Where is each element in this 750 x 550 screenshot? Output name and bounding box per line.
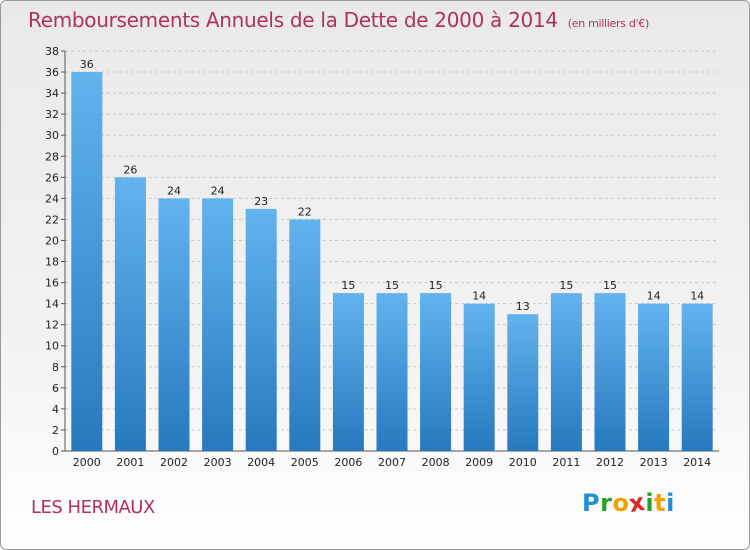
bar-2008 — [420, 293, 452, 451]
data-label: 14 — [472, 290, 486, 303]
data-label: 24 — [167, 184, 181, 197]
y-tick-label: 34 — [45, 87, 59, 100]
bar-2007 — [376, 293, 408, 451]
data-label: 24 — [211, 184, 225, 197]
y-tick-label: 36 — [45, 66, 59, 79]
x-tick-label: 2010 — [509, 456, 537, 469]
bar-2011 — [550, 293, 582, 451]
y-tick-label: 30 — [45, 129, 59, 142]
bar-2005 — [289, 219, 321, 451]
bar-2002 — [158, 198, 190, 451]
x-tick-label: 2013 — [640, 456, 668, 469]
bar-2003 — [202, 198, 234, 451]
x-tick-label: 2011 — [552, 456, 580, 469]
y-tick-label: 10 — [45, 340, 59, 353]
proxiti-logo[interactable]: Proxiti — [582, 488, 675, 518]
y-tick-label: 2 — [52, 424, 59, 437]
bar-2006 — [332, 293, 364, 451]
y-tick-label: 20 — [45, 234, 59, 247]
bar-2014 — [681, 303, 713, 451]
y-tick-label: 24 — [45, 192, 59, 205]
data-label: 26 — [123, 163, 137, 176]
data-label: 23 — [254, 195, 268, 208]
y-tick-label: 0 — [52, 445, 59, 458]
data-label: 15 — [385, 279, 399, 292]
bar-2004 — [245, 208, 277, 451]
y-tick-label: 38 — [45, 45, 59, 58]
data-label: 14 — [690, 290, 704, 303]
x-tick-label: 2008 — [422, 456, 450, 469]
y-tick-label: 14 — [45, 298, 59, 311]
bar-2001 — [114, 177, 146, 451]
chart-unit: (en milliers d'€) — [567, 17, 649, 30]
y-tick-label: 22 — [45, 213, 59, 226]
x-tick-label: 2005 — [291, 456, 319, 469]
data-label: 13 — [516, 300, 530, 313]
x-tick-label: 2001 — [116, 456, 144, 469]
y-tick-label: 32 — [45, 108, 59, 121]
labels: 0246810121416182022242628303234363836200… — [45, 45, 711, 469]
data-label: 15 — [603, 279, 617, 292]
y-tick-label: 6 — [52, 382, 59, 395]
y-tick-label: 12 — [45, 319, 59, 332]
logo-letter: t — [654, 489, 667, 517]
x-tick-label: 2006 — [334, 456, 362, 469]
x-tick-label: 2004 — [247, 456, 275, 469]
logo-letter: r — [600, 489, 613, 517]
x-tick-label: 2002 — [160, 456, 188, 469]
bar-2012 — [594, 293, 626, 451]
logo-letter: i — [666, 489, 675, 517]
data-label: 15 — [429, 279, 443, 292]
x-tick-label: 2007 — [378, 456, 406, 469]
y-tick-label: 28 — [45, 150, 59, 163]
bars — [71, 72, 713, 451]
data-label: 15 — [341, 279, 355, 292]
data-label: 22 — [298, 205, 312, 218]
x-tick-label: 2012 — [596, 456, 624, 469]
logo-letter: i — [645, 489, 655, 517]
bar-2013 — [638, 303, 670, 451]
y-tick-label: 16 — [45, 277, 59, 290]
bar-2009 — [463, 303, 495, 451]
logo-letter: P — [582, 489, 601, 517]
x-tick-label: 2009 — [465, 456, 493, 469]
chart-title: Remboursements Annuels de la Dette de 20… — [28, 8, 649, 32]
data-label: 36 — [80, 58, 94, 71]
x-tick-label: 2014 — [683, 456, 711, 469]
x-tick-label: 2003 — [204, 456, 232, 469]
logo-letter: o — [612, 489, 630, 517]
x-tick-label: 2000 — [73, 456, 101, 469]
y-tick-label: 18 — [45, 256, 59, 269]
commune-name: LES HERMAUX — [31, 497, 155, 518]
y-tick-label: 4 — [52, 403, 59, 416]
chart-title-text: Remboursements Annuels de la Dette de 20… — [28, 8, 558, 32]
bar-2000 — [71, 72, 103, 451]
data-label: 14 — [647, 290, 661, 303]
y-tick-label: 26 — [45, 171, 59, 184]
data-label: 15 — [559, 279, 573, 292]
bar-2010 — [507, 314, 539, 451]
y-tick-label: 8 — [52, 361, 59, 374]
